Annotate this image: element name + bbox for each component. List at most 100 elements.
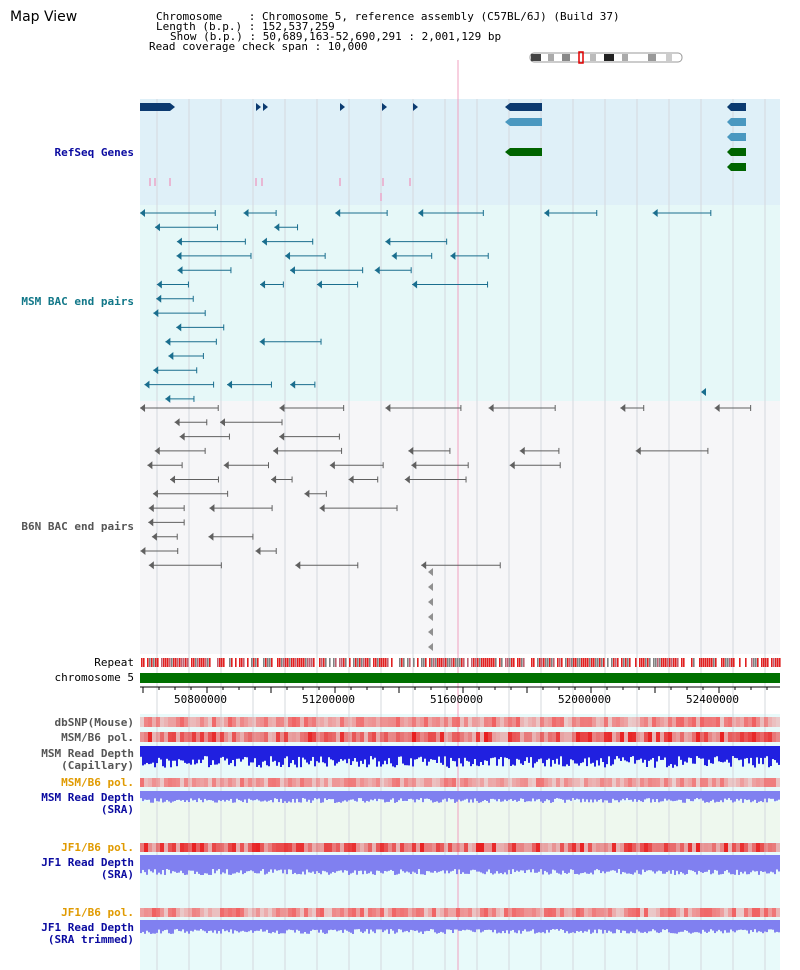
repeat-element — [143, 658, 145, 667]
msm-depth-capillary-bar — [572, 746, 574, 761]
msm-depth-capillary-bar — [328, 746, 330, 758]
b6n-bac-pair-arrow — [147, 461, 153, 470]
jf1-depth-sra-bar — [198, 855, 200, 874]
jf1-b6-pol-strip — [336, 843, 340, 852]
msm-depth-sra-bar — [472, 791, 474, 803]
jf1-depth-trim-bar — [776, 920, 778, 932]
jf1-b6-pol-strip — [156, 843, 160, 852]
repeat-element — [391, 658, 393, 667]
repeat-element — [231, 658, 233, 667]
repeat-element — [409, 658, 411, 667]
repeat-element — [491, 658, 493, 667]
jf1-b6-pol-strip — [712, 843, 716, 852]
msm-depth-sra-bar — [360, 791, 362, 799]
repeat-element — [649, 658, 651, 667]
msm-depth-capillary-bar — [518, 746, 520, 760]
msm-depth-sra-bar — [272, 791, 274, 803]
msm-depth-sra-bar — [594, 791, 596, 800]
msm-depth-sra-bar — [466, 791, 468, 799]
dbsnp-strip — [496, 717, 500, 727]
msm-b6-pol2-strip — [360, 778, 364, 787]
repeat-element — [263, 658, 265, 667]
msm-bac-pair-arrow — [285, 251, 291, 260]
msm-b6-pol-strip — [504, 732, 508, 742]
msm-b6-pol2-strip — [520, 778, 524, 787]
msm-b6-pol2-strip — [532, 778, 536, 787]
dbsnp-strip — [176, 717, 180, 727]
jf1-b6-pol2-strip — [140, 908, 144, 917]
msm-depth-sra-bar — [470, 791, 472, 800]
msm-depth-sra-bar — [162, 791, 164, 803]
msm-depth-sra-bar — [198, 791, 200, 799]
msm-depth-sra-bar — [410, 791, 412, 799]
msm-b6-pol2-strip — [716, 778, 720, 787]
msm-b6-pol-strip — [412, 732, 416, 742]
jf1-depth-trim-bar — [480, 920, 482, 933]
msm-b6-pol2-strip — [300, 778, 304, 787]
jf1-b6-pol2-strip — [260, 908, 264, 917]
jf1-depth-sra-bar — [310, 855, 312, 873]
msm-b6-pol2-strip — [336, 778, 340, 787]
msm-b6-pol-strip — [652, 732, 656, 742]
jf1-depth-sra-bar — [420, 855, 422, 875]
repeat-element — [177, 658, 179, 667]
jf1-b6-pol2-strip — [736, 908, 740, 917]
msm-depth-capillary-bar — [720, 746, 722, 762]
msm-depth-capillary-bar — [354, 746, 356, 759]
msm-b6-pol2-strip — [148, 778, 152, 787]
repeat-element — [325, 658, 327, 667]
jf1-depth-trim-bar — [300, 920, 302, 934]
msm-depth-capillary-bar — [336, 746, 338, 764]
msm-depth-sra-bar — [142, 791, 144, 802]
jf1-b6-pol2-strip — [636, 908, 640, 917]
repeat-element — [653, 658, 655, 667]
jf1-depth-trim-bar — [718, 920, 720, 930]
dbsnp-strip — [756, 717, 760, 727]
msm-depth-capillary-bar — [688, 746, 690, 758]
jf1-depth-sra-bar — [570, 855, 572, 870]
jf1-b6-pol-strip — [388, 843, 392, 852]
msm-depth-sra-bar — [596, 791, 598, 802]
jf1-depth-sra-bar — [224, 855, 226, 874]
msm-b6-pol-strip — [200, 732, 204, 742]
msm-depth-capillary-bar — [198, 746, 200, 760]
jf1-depth-sra-bar — [380, 855, 382, 873]
repeat-element — [667, 658, 669, 667]
jf1-b6-pol-strip — [736, 843, 740, 852]
b6n-bac-pair-arrow — [223, 461, 229, 470]
jf1-depth-trim-bar — [566, 920, 568, 932]
jf1-depth-sra-bar — [272, 855, 274, 873]
jf1-depth-sra-bar — [252, 855, 254, 872]
repeat-element — [203, 658, 205, 667]
jf1-depth-trim-bar — [270, 920, 272, 934]
msm-bac-pair-arrow — [176, 251, 182, 260]
jf1-b6-pol-strip — [404, 843, 408, 852]
jf1-b6-pol-strip — [316, 843, 320, 852]
jf1-depth-sra-bar — [562, 855, 564, 871]
msm-b6-pol2-strip — [276, 778, 280, 787]
msm-b6-pol2-strip — [592, 778, 596, 787]
msm-depth-capillary-bar — [358, 746, 360, 767]
dbsnp-strip — [580, 717, 584, 727]
jf1-b6-pol-strip — [276, 843, 280, 852]
jf1-depth-trim-bar — [284, 920, 286, 934]
jf1-b6-pol2-strip — [172, 908, 176, 917]
jf1-depth-sra-bar — [258, 855, 260, 874]
repeat-element — [731, 658, 733, 667]
jf1-b6-pol2-strip — [476, 908, 480, 917]
msm-depth-sra-bar — [212, 791, 214, 801]
dbsnp-strip — [608, 717, 612, 727]
jf1-b6-pol2-strip — [512, 908, 516, 917]
repeat-element — [675, 658, 677, 667]
msm-depth-sra-bar — [526, 791, 528, 802]
dbsnp-strip — [420, 717, 424, 727]
msm-depth-sra-bar — [444, 791, 446, 799]
repeat-element — [521, 658, 523, 667]
msm-b6-pol-strip — [648, 732, 652, 742]
msm-depth-sra-bar — [718, 791, 720, 802]
msm-depth-sra-bar — [502, 791, 504, 802]
repeat-element — [363, 658, 365, 667]
b6n-bac-pair-arrow — [329, 461, 335, 470]
repeat-element — [205, 658, 207, 667]
